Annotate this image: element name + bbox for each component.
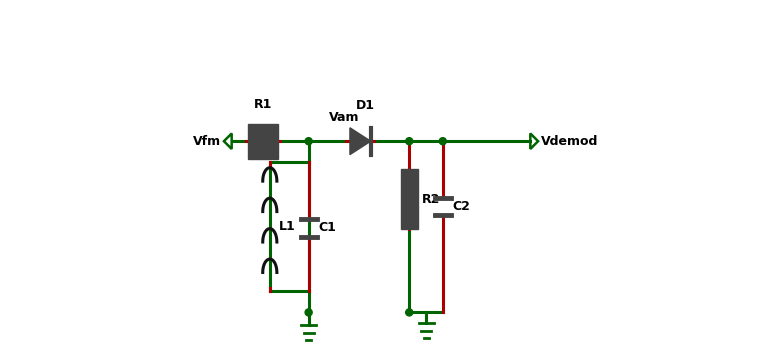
Circle shape	[405, 309, 413, 316]
Polygon shape	[350, 128, 371, 155]
Circle shape	[405, 138, 413, 145]
Text: Vdemod: Vdemod	[541, 135, 598, 148]
Text: Vfm: Vfm	[193, 135, 221, 148]
Text: C2: C2	[453, 200, 470, 213]
Circle shape	[305, 138, 312, 145]
FancyBboxPatch shape	[401, 169, 418, 229]
Text: R2: R2	[422, 193, 440, 206]
Text: L1: L1	[279, 220, 296, 233]
Text: D1: D1	[356, 99, 375, 112]
Text: R1: R1	[254, 98, 272, 111]
FancyBboxPatch shape	[248, 124, 277, 159]
Text: C1: C1	[319, 221, 336, 234]
Circle shape	[305, 309, 312, 316]
Circle shape	[439, 138, 447, 145]
Text: Vam: Vam	[328, 110, 359, 124]
